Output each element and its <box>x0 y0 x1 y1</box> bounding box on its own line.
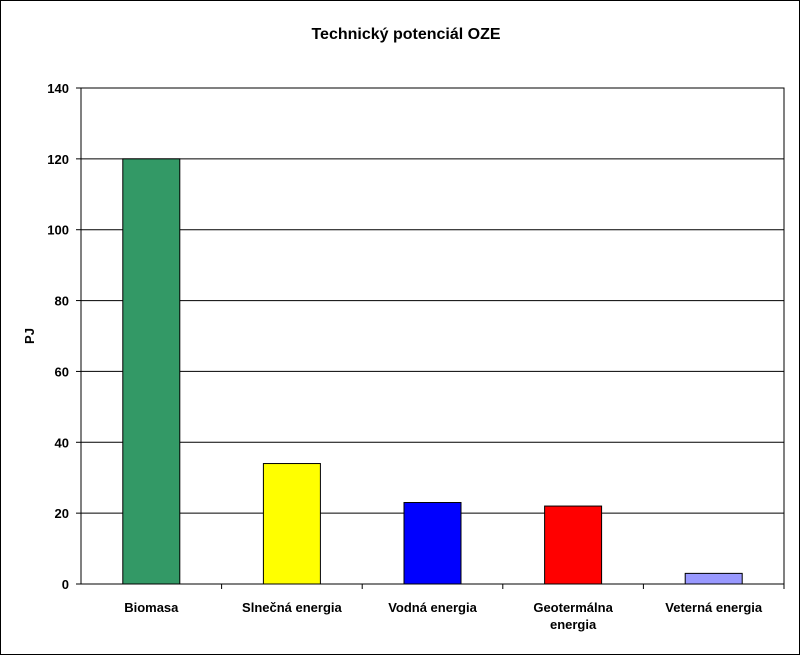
y-tick-label: 20 <box>55 506 69 521</box>
chart-title: Technický potenciál OZE <box>311 26 500 43</box>
x-category-labels: Biomasa Slnečná energia Vodná energia Geote… <box>124 600 763 632</box>
bar <box>403 502 462 585</box>
bar <box>544 505 603 585</box>
y-tick-labels: 0 20 40 60 80 100 120 140 <box>47 81 69 592</box>
bar <box>262 463 321 585</box>
x-category-label: Biomasa <box>124 600 179 615</box>
y-tick-label: 80 <box>55 294 69 309</box>
y-tick-label: 140 <box>47 81 69 96</box>
bars <box>122 158 743 585</box>
y-tick-label: 120 <box>47 152 69 167</box>
y-axis-label: PJ <box>22 328 37 344</box>
bar <box>684 572 743 585</box>
x-category-label: Vodná energia <box>388 600 477 615</box>
y-tick-label: 100 <box>47 223 69 238</box>
y-tick-label: 40 <box>55 435 69 450</box>
x-category-label: Veterná energia <box>665 600 763 615</box>
bar <box>122 158 181 585</box>
y-tick-label: 0 <box>62 577 69 592</box>
x-category-label: Slnečná energia <box>242 600 342 615</box>
y-tick-label: 60 <box>55 364 69 379</box>
x-category-label: Geotermálna energia <box>533 600 613 632</box>
